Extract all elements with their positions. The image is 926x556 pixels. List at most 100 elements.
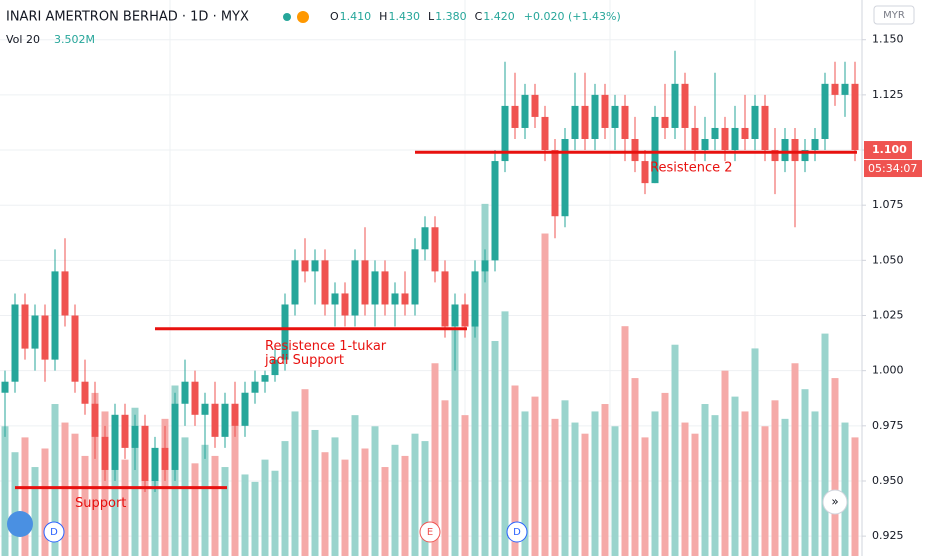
candle-body — [671, 83, 679, 128]
candle-body — [271, 359, 279, 376]
annotation-label: Support — [75, 496, 126, 511]
volume-bar — [81, 455, 89, 556]
volume-bar — [221, 467, 229, 556]
candle-body — [11, 304, 19, 382]
volume-bar — [341, 459, 349, 556]
volume-bar — [831, 378, 839, 556]
candle-body — [551, 150, 559, 217]
candle-body — [641, 161, 649, 184]
logo[interactable] — [7, 511, 33, 537]
earnings-marker-label: E — [427, 527, 433, 538]
candle-body — [231, 403, 239, 426]
candle-body — [461, 304, 469, 327]
volume-bar — [511, 385, 519, 556]
volume-bar — [21, 437, 29, 556]
candle-body — [381, 271, 389, 305]
volume-bar — [731, 396, 739, 556]
volume-bar — [771, 400, 779, 556]
candle-body — [301, 260, 309, 272]
candle-body — [751, 105, 759, 139]
volume-bar — [351, 415, 359, 556]
volume-bar — [441, 400, 449, 556]
candle-body — [721, 127, 729, 151]
volume-bar — [311, 429, 319, 556]
candle-body — [841, 83, 849, 95]
candle-body — [851, 83, 859, 151]
volume-bar — [581, 433, 589, 556]
volume-bar — [101, 411, 109, 556]
volume-bar — [471, 281, 479, 556]
volume-value: 3.502M — [54, 33, 95, 46]
volume-bar — [671, 344, 679, 556]
volume-bar — [41, 448, 49, 556]
dividend-marker-label: D — [50, 527, 58, 538]
volume-bar — [11, 452, 19, 556]
y-tick-label: 1.125 — [872, 88, 904, 101]
currency: MYR — [883, 10, 905, 21]
ohlc-value: 1.380 — [435, 10, 467, 23]
volume-bar — [541, 233, 549, 556]
volume-bar — [261, 459, 269, 556]
volume-bar — [201, 444, 209, 556]
volume-bar — [361, 448, 369, 556]
candle-body — [331, 293, 339, 305]
candle-body — [81, 381, 89, 404]
candle-body — [521, 94, 529, 128]
volume-bar — [131, 407, 139, 556]
candle-body — [371, 271, 379, 305]
candle-body — [741, 127, 749, 139]
scroll-button[interactable] — [822, 489, 848, 515]
volume-bar — [701, 404, 709, 556]
volume-bar — [231, 422, 239, 556]
candle-body — [121, 414, 129, 448]
ohlc-key: H — [379, 10, 387, 23]
ohlc-key: L — [428, 10, 435, 23]
volume-bar — [661, 392, 669, 556]
earnings-marker[interactable] — [419, 521, 441, 543]
dividend-marker-label: D — [513, 527, 521, 538]
currency-box[interactable] — [873, 5, 915, 25]
volume-bar — [681, 422, 689, 556]
candle-body — [391, 293, 399, 305]
dividend-marker[interactable] — [506, 521, 528, 543]
candle-body — [111, 414, 119, 470]
candle-body — [401, 293, 409, 305]
volume-bar — [281, 441, 289, 556]
volume-bar — [211, 455, 219, 556]
volume-bar — [531, 396, 539, 556]
candle-body — [681, 83, 689, 128]
volume-bar — [51, 404, 59, 556]
volume-bar — [591, 411, 599, 556]
volume-bar — [321, 452, 329, 556]
candle-body — [341, 293, 349, 316]
candle-body — [291, 260, 299, 305]
candle-body — [251, 381, 259, 393]
volume-bar — [481, 203, 489, 556]
candle-body — [321, 260, 329, 305]
candle-body — [101, 436, 109, 470]
dividend-marker[interactable] — [43, 521, 65, 543]
annotation-label: Resistence 1-tukar — [265, 339, 387, 354]
volume-bar — [391, 444, 399, 556]
candle-body — [711, 127, 719, 139]
candle-body — [411, 249, 419, 305]
candle-body — [141, 425, 149, 481]
candle-body — [171, 403, 179, 470]
candle-body — [701, 139, 709, 151]
candle-body — [31, 315, 39, 349]
candle-body — [481, 260, 489, 272]
candle-body — [601, 94, 609, 128]
candle-body — [281, 304, 289, 360]
candle-body — [611, 105, 619, 128]
y-tick-label: 1.000 — [872, 364, 904, 377]
volume-bar — [641, 437, 649, 556]
candle-body — [61, 271, 69, 316]
y-tick-label: 0.975 — [872, 419, 904, 432]
candle-body — [161, 447, 169, 470]
volume-bar — [621, 326, 629, 556]
last-price-box — [864, 141, 912, 160]
ohlc-value: +0.020 (+1.43%) — [524, 10, 621, 23]
volume-bar — [691, 433, 699, 556]
candle-body — [151, 447, 159, 481]
